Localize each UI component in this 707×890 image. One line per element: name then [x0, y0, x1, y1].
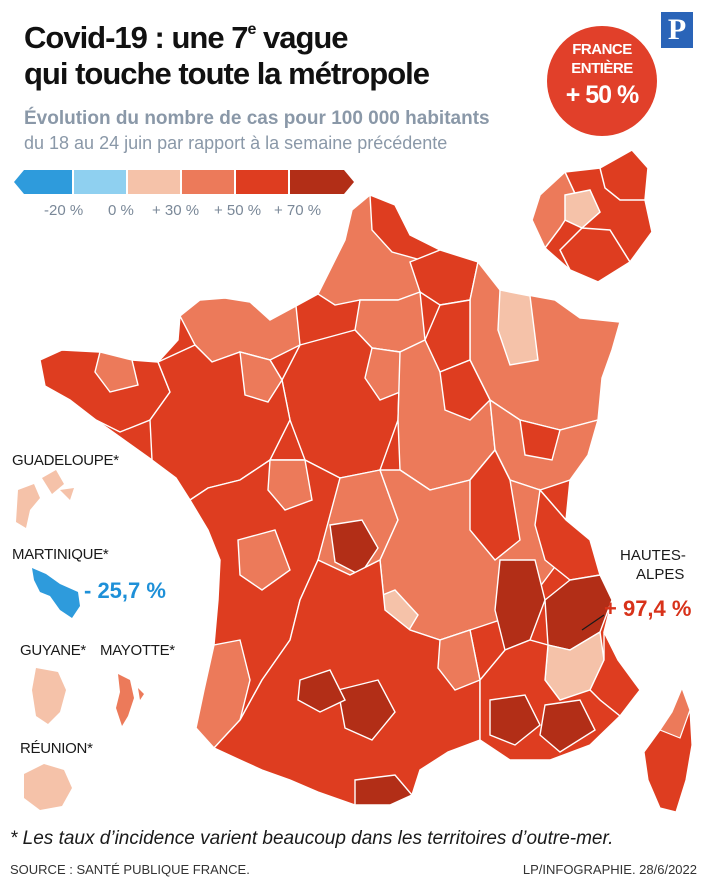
badge-line2: ENTIÈRE — [571, 60, 633, 77]
mainland — [39, 193, 641, 806]
corsica-north — [659, 686, 691, 739]
title: Covid-19 : une 7e vague qui touche toute… — [24, 20, 524, 92]
region-loiret — [364, 347, 406, 401]
publisher-logo: P — [661, 12, 693, 48]
legend-tick-3: + 30 % — [152, 202, 200, 219]
mayotte-label: MAYOTTE* — [100, 642, 175, 659]
region-rhone — [469, 448, 521, 561]
region-bretagne-n — [94, 351, 139, 393]
region-meuse — [497, 289, 539, 366]
region-bouches-du-rhone — [489, 694, 541, 746]
hautes-alpes-name-2: ALPES — [636, 566, 685, 583]
guadeloupe-label: GUADELOUPE* — [12, 452, 119, 469]
region-vienne — [267, 459, 313, 511]
badge-line1: FRANCE — [572, 41, 632, 58]
region-landes — [195, 639, 251, 750]
legend-tick-4: + 50 % — [214, 202, 262, 219]
france-total-badge: FRANCE ENTIÈRE + 50 % — [547, 26, 657, 136]
source: SOURCE : SANTÉ PUBLIQUE FRANCE. — [10, 862, 250, 877]
legend-swatch-4 — [182, 170, 234, 194]
region-aveyron — [337, 679, 396, 741]
region-lot — [297, 669, 346, 713]
title-line1-pre: Covid-19 : une 7 — [24, 20, 248, 55]
footnote: * Les taux d’incidence varient beaucoup … — [10, 828, 614, 849]
subtitle-dates: du 18 au 24 juin par rapport à la semain… — [24, 133, 448, 153]
title-line2: qui touche toute la métropole — [24, 56, 430, 91]
credit: LP/INFOGRAPHIE. 28/6/2022 — [522, 862, 697, 877]
title-sup: e — [247, 21, 256, 38]
guadeloupe-shape — [16, 470, 74, 528]
martinique-shape — [32, 568, 80, 618]
region-charente — [237, 529, 291, 591]
subtitle: Évolution du nombre de cas pour 100 000 … — [24, 108, 490, 129]
idf-inset-north — [599, 149, 649, 201]
idf-inset-center — [564, 189, 601, 229]
idf-inset-west — [531, 170, 579, 250]
badge-value: + 50 % — [565, 81, 640, 109]
hautes-alpes-name-1: HAUTES- — [620, 547, 686, 564]
legend-swatch-2 — [74, 170, 126, 194]
legend-swatch-5 — [236, 170, 288, 194]
color-legend — [14, 170, 354, 194]
guyane-shape — [32, 668, 66, 724]
legend-tick-1: -20 % — [44, 202, 84, 219]
region-var — [539, 699, 596, 753]
legend-tick-5: + 70 % — [274, 202, 322, 219]
hautes-alpes-label: HAUTES- ALPES — [620, 546, 686, 584]
mayotte-shape — [116, 674, 144, 726]
legend-tick-2: 0 % — [108, 202, 134, 219]
region-cote-dor — [439, 359, 491, 421]
legend-swatch-6 — [290, 170, 354, 194]
title-line1-post: vague — [255, 20, 349, 55]
idf-inset-south — [559, 227, 632, 283]
hautes-alpes-pointer — [581, 614, 605, 631]
martinique-label: MARTINIQUE* — [12, 546, 109, 563]
region-sarthe — [239, 351, 283, 403]
region-gard — [437, 629, 481, 691]
guyane-label: GUYANE* — [20, 642, 86, 659]
region-doubs — [519, 419, 561, 461]
region-creuse — [329, 519, 379, 576]
reunion-label: RÉUNION* — [20, 740, 93, 757]
hautes-alpes-value: + 97,4 % — [604, 596, 692, 621]
martinique-value: - 25,7 % — [84, 578, 166, 603]
legend-swatch-3 — [128, 170, 180, 194]
reunion-shape — [24, 764, 72, 810]
idf-inset — [531, 149, 653, 283]
region-pyrenees-orientales — [354, 774, 414, 806]
legend-swatch-1 — [14, 170, 72, 194]
